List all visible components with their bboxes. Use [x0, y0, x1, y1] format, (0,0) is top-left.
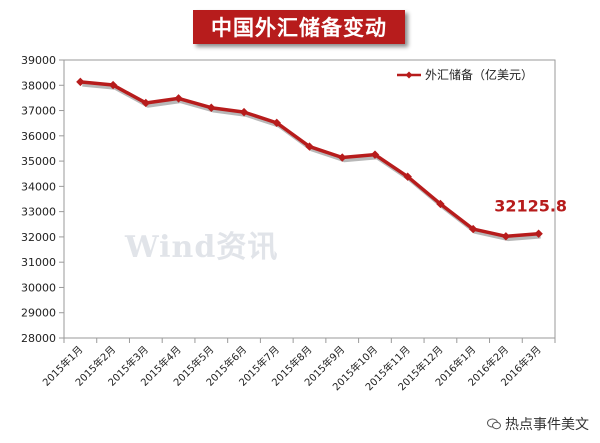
- data-point: [108, 80, 118, 90]
- data-point: [436, 199, 445, 209]
- footer-text: 热点事件美文: [505, 417, 589, 433]
- data-point: [305, 142, 314, 151]
- data-point: [468, 224, 478, 234]
- y-tick-label: 33000: [21, 206, 56, 219]
- data-point: [76, 77, 85, 87]
- y-tick-label: 37000: [21, 105, 56, 118]
- data-point: [403, 172, 412, 181]
- data-point: [239, 107, 249, 117]
- legend-marker: [405, 71, 413, 79]
- y-tick-label: 36000: [21, 130, 56, 143]
- data-point: [207, 103, 216, 112]
- plot-area: [63, 59, 556, 339]
- chart-title: 中国外汇储备变动: [193, 10, 405, 44]
- data-point: [174, 94, 183, 103]
- data-point: [370, 150, 380, 159]
- y-tick-label: 34000: [21, 180, 56, 193]
- y-tick-label: 29000: [21, 307, 56, 320]
- watermark-text: Wind资讯: [125, 230, 279, 265]
- legend-label: 外汇储备（亿美元）: [425, 67, 533, 82]
- series-line-shadow: [82, 83, 541, 242]
- footer-brand: 热点事件美文: [487, 413, 589, 435]
- y-tick-label: 35000: [21, 155, 56, 168]
- data-point: [272, 118, 281, 128]
- y-tick-label: 30000: [21, 281, 56, 294]
- data-point: [338, 153, 347, 162]
- y-tick-label: 32000: [21, 231, 56, 244]
- y-tick-label: 38000: [21, 79, 56, 92]
- y-tick-label: 31000: [21, 256, 56, 269]
- data-point: [501, 232, 511, 241]
- y-tick-label: 28000: [21, 332, 56, 345]
- data-point: [534, 229, 543, 238]
- wechat-icon: [487, 418, 501, 430]
- data-label-last: 32125.8: [494, 197, 567, 216]
- y-tick-label: 39000: [21, 54, 56, 67]
- data-point: [141, 98, 151, 108]
